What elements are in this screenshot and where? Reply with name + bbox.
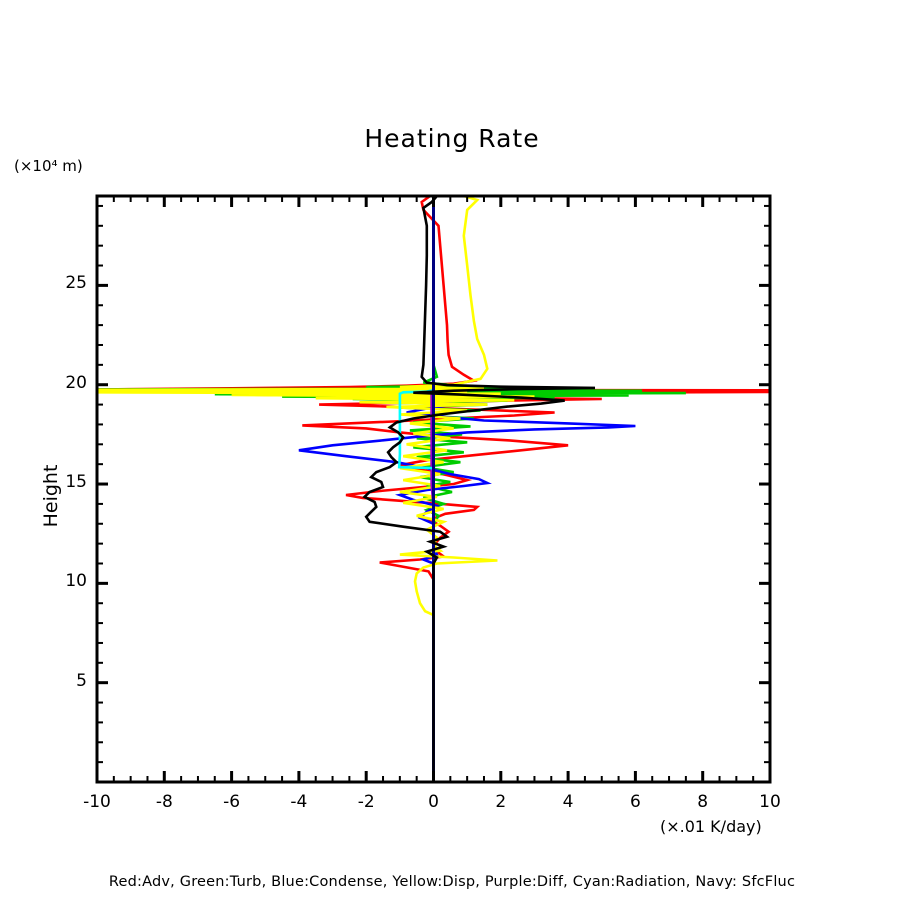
x-unit-label: (×.01 K/day)	[660, 817, 762, 836]
series-disp	[97, 196, 535, 782]
series-condense	[298, 196, 636, 782]
y-tick-label: 25	[65, 273, 87, 294]
x-tick-label: -10	[83, 792, 111, 812]
y-unit-label: (×10⁴ m)	[14, 157, 83, 175]
x-tick-label: -4	[290, 792, 308, 812]
x-tick-label: 0	[428, 792, 439, 812]
x-tick-label: 6	[629, 792, 641, 812]
x-tick-label: 2	[495, 792, 507, 812]
x-tick-label: -2	[357, 792, 375, 812]
y-tick-label: 15	[65, 472, 87, 493]
y-tick-label: 10	[65, 571, 87, 592]
x-tick-label: 10	[759, 792, 781, 812]
x-tick-label: -8	[155, 792, 173, 812]
y-tick-label: 5	[76, 670, 87, 691]
x-tick-label: -6	[223, 792, 241, 812]
series-total	[362, 196, 596, 782]
axis-ticks	[95, 196, 772, 783]
y-tick-label: 20	[65, 372, 87, 393]
x-tick-label: 8	[697, 792, 709, 812]
x-tick-label: 4	[562, 792, 574, 812]
legend-caption: Red:Adv, Green:Turb, Blue:Condense, Yell…	[108, 874, 796, 890]
page-title: Heating Rate	[364, 124, 540, 153]
